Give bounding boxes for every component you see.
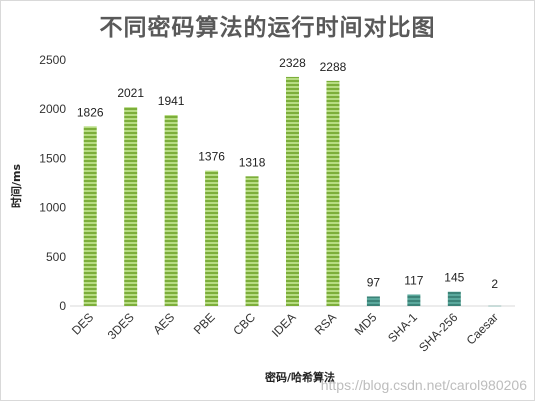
x-tick-label: DES — [69, 310, 96, 337]
x-tick-label: SHA-1 — [385, 310, 420, 345]
bars — [83, 76, 502, 307]
bar-pbe — [205, 170, 219, 306]
bar-cbc — [245, 176, 259, 306]
y-tick-label: 1500 — [39, 151, 66, 165]
watermark: https://blog.csdn.net/carol980206 — [320, 377, 527, 393]
bar-aes — [164, 115, 178, 306]
x-axis-label: 密码/哈希算法 — [264, 371, 336, 384]
data-labels: 1826 2021 1941 1376 1318 2328 2288 97 117 145 2 — [77, 56, 499, 291]
x-tick-label: AES — [150, 310, 177, 337]
chart-title: 不同密码算法的运行时间对比图 — [99, 14, 436, 41]
x-tick-label: Caesar — [464, 310, 501, 347]
bar-caesar — [488, 305, 502, 307]
bar-sha-256 — [447, 291, 461, 306]
bar-sha-1 — [407, 294, 421, 306]
x-tick-label: RSA — [312, 310, 339, 337]
y-tick-label: 500 — [46, 250, 66, 264]
data-label: 1826 — [77, 105, 104, 119]
y-tick-label: 2000 — [39, 102, 66, 116]
x-tick-label: PBE — [191, 310, 218, 337]
bar-rsa — [326, 80, 340, 306]
data-label: 145 — [444, 271, 464, 285]
data-label: 1941 — [158, 94, 185, 108]
y-axis-label: 时间/ms — [10, 163, 23, 208]
x-tick-label: 3DES — [105, 310, 137, 342]
bar-md5 — [366, 296, 380, 306]
y-tick-label: 2500 — [39, 53, 66, 67]
data-label: 2 — [491, 277, 498, 291]
data-label: 97 — [367, 275, 381, 289]
x-tick-label: CBC — [230, 310, 258, 338]
data-label: 2328 — [279, 56, 306, 70]
data-label: 117 — [404, 273, 423, 287]
y-tick-label: 1000 — [39, 201, 66, 215]
bar-idea — [286, 76, 299, 306]
bar-3des — [124, 107, 138, 306]
x-tick-label: MD5 — [352, 310, 380, 338]
data-label: 2288 — [320, 60, 347, 74]
bar-des — [83, 126, 97, 307]
data-label: 1318 — [239, 155, 266, 169]
tick-labels: 0 500 1000 1500 2000 2500 DES 3DES AES PBE CBC IDEA… — [39, 53, 501, 355]
y-tick-label: 0 — [59, 299, 66, 313]
x-tick-label: IDEA — [269, 310, 299, 340]
data-label: 1376 — [198, 150, 225, 164]
data-label: 2021 — [117, 86, 144, 100]
x-tick-label: SHA-256 — [416, 310, 461, 355]
